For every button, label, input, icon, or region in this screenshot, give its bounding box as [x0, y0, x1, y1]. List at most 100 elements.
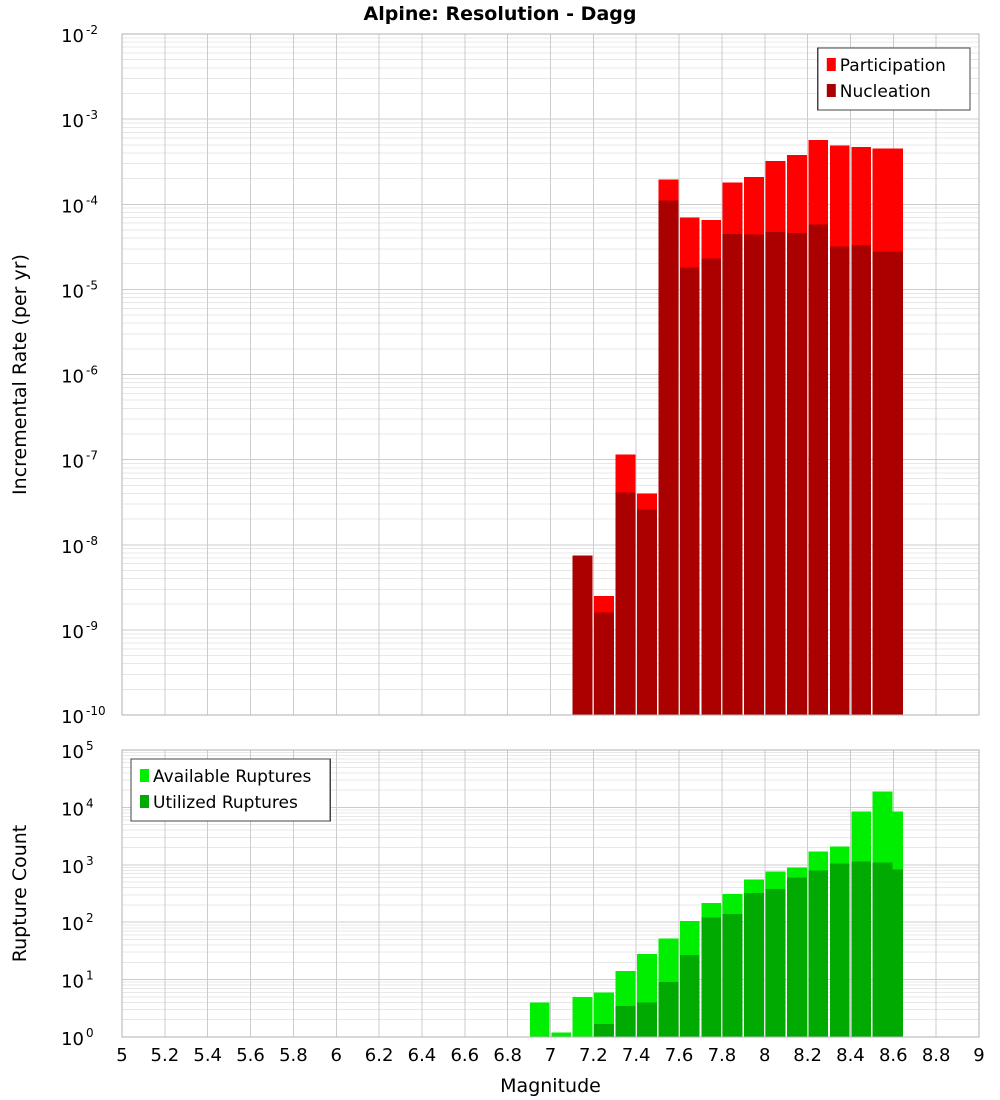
- plot-frame-incremental-rate: [121, 33, 980, 716]
- y-tick-exponent: -2: [86, 23, 98, 37]
- x-tick-label: 6.8: [493, 1045, 522, 1066]
- x-tick-label: 8: [759, 1045, 770, 1066]
- y-axis-label-incremental-rate: Incremental Rate (per yr): [9, 254, 31, 495]
- x-tick-label: 9: [973, 1045, 984, 1066]
- x-tick-label: 5: [116, 1045, 127, 1066]
- y-tick-label: 10 -9: [61, 619, 98, 643]
- y-tick-exponent: -4: [86, 193, 98, 207]
- y-tick-exponent: -10: [86, 704, 106, 718]
- y-tick-exponent: 4: [86, 796, 94, 810]
- bar-nucleation: [615, 492, 636, 715]
- legend-background: [130, 758, 331, 822]
- bar-utilized-ruptures: [829, 863, 850, 1037]
- legend-entry[interactable]: Utilized Ruptures: [140, 793, 298, 813]
- legend-background: [817, 47, 971, 111]
- bar-utilized-ruptures: [786, 877, 807, 1037]
- x-tick-label: 6.2: [365, 1045, 394, 1066]
- bar-nucleation: [572, 555, 593, 715]
- y-tick-mantissa: 10: [61, 914, 84, 935]
- bar-nucleation: [851, 245, 872, 715]
- legend-rupture-count: Available Ruptures Utilized Ruptures: [130, 758, 331, 822]
- y-tick-mantissa: 10: [61, 367, 84, 388]
- x-tick-label: 7.4: [622, 1045, 651, 1066]
- y-tick-mantissa: 10: [61, 196, 84, 217]
- bar-nucleation: [701, 258, 722, 715]
- y-tick-label: 10 -4: [61, 193, 98, 217]
- bar-utilized-ruptures: [722, 913, 743, 1037]
- y-tick-label: 10 5: [61, 739, 94, 763]
- bar-available-ruptures: [529, 1002, 550, 1037]
- y-tick-exponent: 1: [86, 969, 94, 983]
- bar-utilized-ruptures: [594, 1023, 614, 1037]
- y-tick-label: 10 4: [61, 796, 94, 820]
- legend-label-participation: Participation: [840, 56, 946, 76]
- y-tick-exponent: -5: [86, 278, 98, 292]
- bar-available-ruptures: [572, 996, 593, 1037]
- y-tick-label: 10 3: [61, 854, 94, 878]
- y-tick-label: 10 0: [61, 1026, 94, 1050]
- bar-nucleation: [658, 200, 679, 715]
- x-tick-label: 6.6: [450, 1045, 479, 1066]
- bar-utilized-ruptures: [883, 869, 904, 1037]
- x-tick-label: 5.6: [236, 1045, 265, 1066]
- y-tick-exponent: -7: [86, 449, 98, 463]
- bar-nucleation: [883, 251, 904, 715]
- y-tick-label: 10 -5: [61, 278, 98, 302]
- bar-utilized-ruptures: [701, 917, 722, 1037]
- y-tick-label: 10 -6: [61, 364, 98, 388]
- x-tick-label: 7.8: [708, 1045, 737, 1066]
- y-axis-label-rupture-count: Rupture Count: [9, 825, 31, 963]
- chart-title: Alpine: Resolution - Dagg: [364, 3, 637, 25]
- legend-entry[interactable]: Participation: [826, 56, 946, 76]
- chart-rupture-count: 10 010 110 210 310 410 55 5.2 5.4 5.6 5.8 6 6.2 6.4 6.…: [61, 739, 985, 1066]
- y-tick-mantissa: 10: [61, 742, 84, 763]
- legend-swatch-available-ruptures: [140, 769, 149, 782]
- x-tick-label: 5.8: [279, 1045, 308, 1066]
- bar-nucleation: [744, 234, 764, 716]
- bar-nucleation: [679, 267, 700, 715]
- bar-nucleation: [722, 233, 743, 716]
- bar-utilized-ruptures: [637, 1002, 657, 1037]
- legend-swatch-utilized-ruptures: [140, 795, 149, 808]
- bar-nucleation: [594, 612, 614, 715]
- y-tick-mantissa: 10: [61, 622, 84, 643]
- x-tick-label: 7: [545, 1045, 556, 1066]
- bar-utilized-ruptures: [615, 1005, 636, 1037]
- x-tick-label: 5.4: [193, 1045, 222, 1066]
- bar-nucleation: [786, 232, 807, 715]
- y-tick-mantissa: 10: [61, 281, 84, 302]
- y-tick-mantissa: 10: [61, 111, 84, 132]
- y-tick-exponent: -6: [86, 364, 98, 378]
- y-tick-mantissa: 10: [61, 707, 84, 728]
- x-tick-label: 8.8: [922, 1045, 951, 1066]
- x-tick-label: 7.2: [579, 1045, 608, 1066]
- bar-series-nucleation: [572, 200, 904, 716]
- x-tick-label: 8.4: [836, 1045, 865, 1066]
- x-tick-label: 6.4: [408, 1045, 437, 1066]
- x-tick-label: 6: [331, 1045, 342, 1066]
- bar-series-utilized-ruptures: [594, 861, 904, 1037]
- y-tick-mantissa: 10: [61, 537, 84, 558]
- y-tick-mantissa: 10: [61, 857, 84, 878]
- bar-utilized-ruptures: [851, 861, 872, 1037]
- y-tick-label: 10 -2: [61, 23, 98, 47]
- bar-utilized-ruptures: [808, 870, 829, 1037]
- y-tick-exponent: -3: [86, 108, 98, 122]
- plot-frame-rupture-count: [121, 749, 980, 1038]
- y-tick-exponent: 3: [86, 854, 94, 868]
- y-tick-exponent: -9: [86, 619, 98, 633]
- bar-utilized-ruptures: [744, 893, 764, 1037]
- y-tick-label: 10 2: [61, 911, 94, 935]
- y-tick-label: 10 1: [61, 969, 94, 993]
- x-tick-label: 8.2: [793, 1045, 822, 1066]
- legend-entry[interactable]: Available Ruptures: [140, 767, 311, 787]
- y-tick-mantissa: 10: [61, 972, 84, 993]
- legend-entry[interactable]: Nucleation: [826, 82, 931, 102]
- y-tick-mantissa: 10: [61, 1029, 84, 1050]
- bar-utilized-ruptures: [658, 982, 679, 1037]
- bar-nucleation: [808, 224, 829, 716]
- y-tick-exponent: 0: [86, 1026, 94, 1040]
- x-tick-label: 5.2: [151, 1045, 180, 1066]
